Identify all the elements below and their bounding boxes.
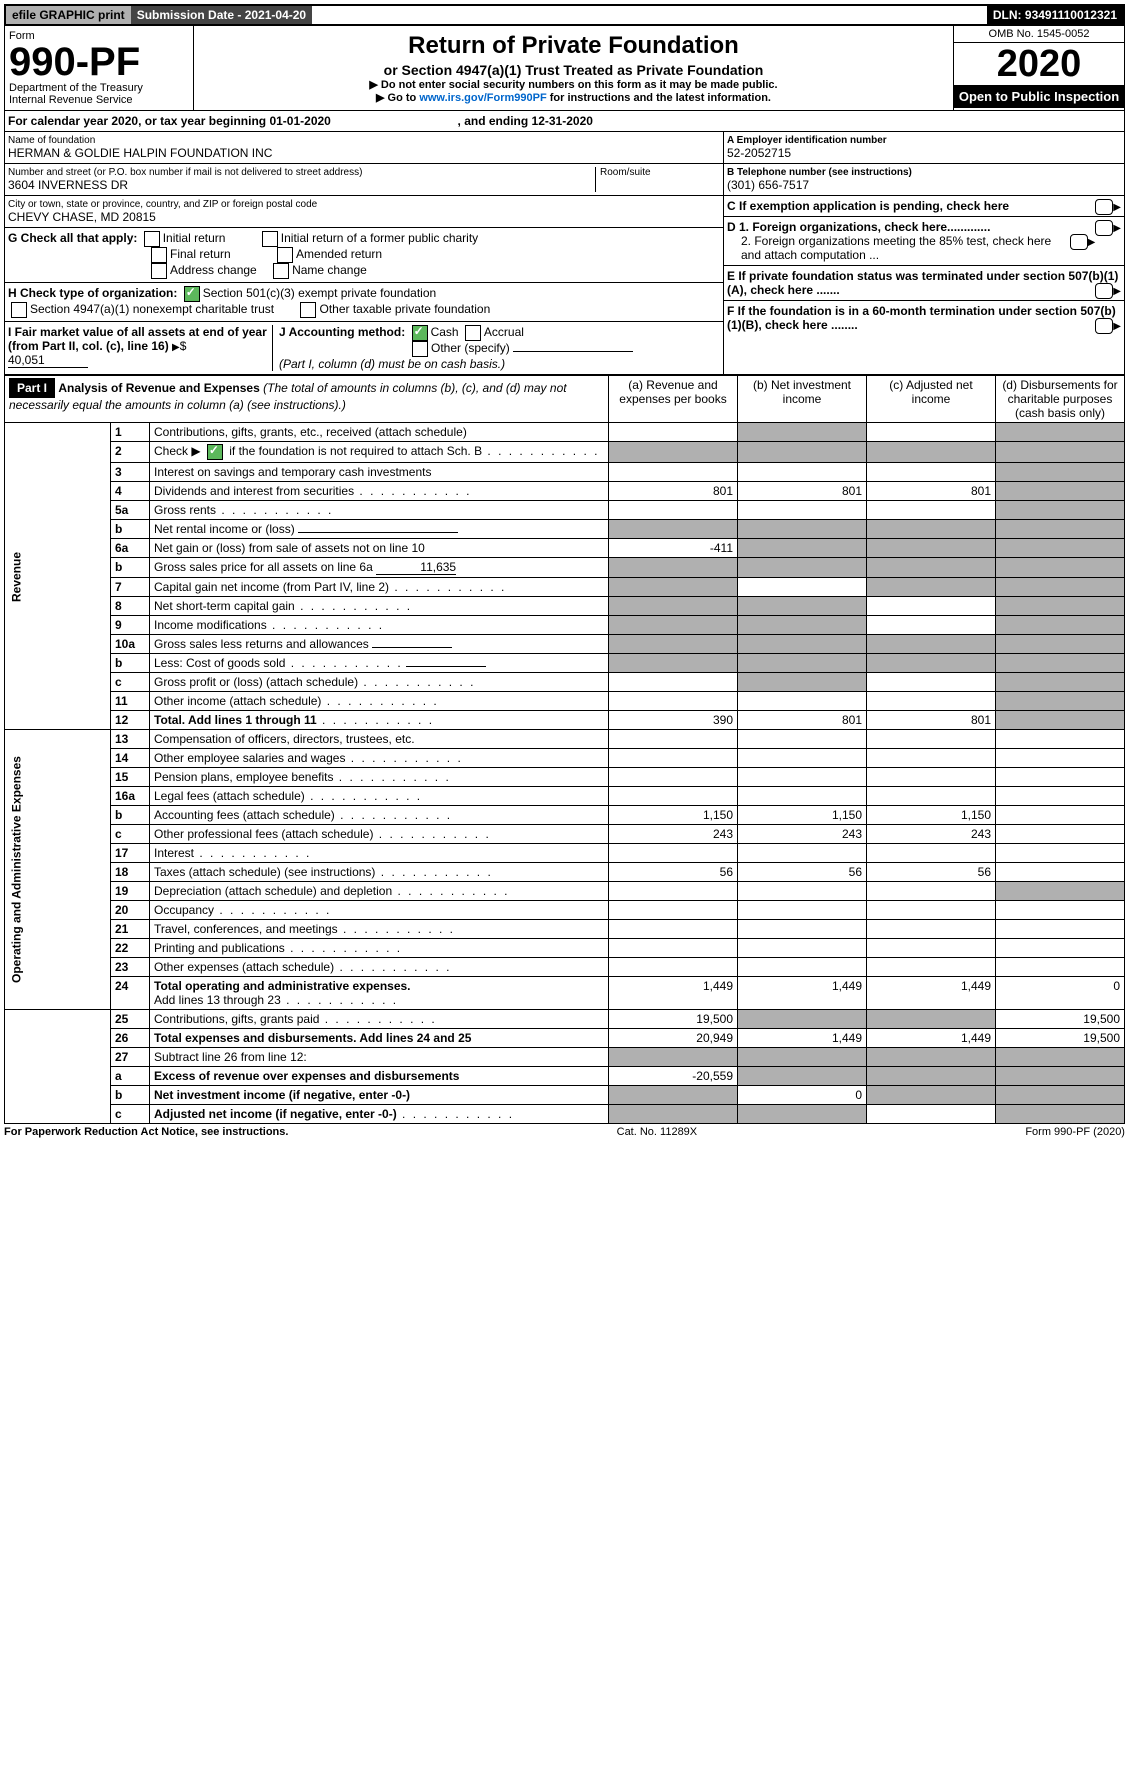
city-state-zip: CHEVY CHASE, MD 20815: [8, 210, 720, 224]
other-taxable-cb[interactable]: [300, 302, 316, 318]
section-g: G Check all that apply: Initial return I…: [5, 228, 723, 283]
foundation-name: HERMAN & GOLDIE HALPIN FOUNDATION INC: [8, 146, 720, 160]
initial-public-cb[interactable]: [262, 231, 278, 247]
calendar-year-row: For calendar year 2020, or tax year begi…: [4, 111, 1125, 132]
revenue-label: Revenue: [5, 423, 111, 730]
section-h: H Check type of organization: Section 50…: [5, 283, 723, 322]
name-change-cb[interactable]: [273, 263, 289, 279]
page-footer: For Paperwork Reduction Act Notice, see …: [4, 1124, 1125, 1140]
col-a-header: (a) Revenue and expenses per books: [609, 376, 738, 423]
501c3-cb[interactable]: [184, 286, 200, 302]
section-e: E If private foundation status was termi…: [724, 266, 1124, 301]
60month-cb[interactable]: [1095, 318, 1113, 334]
final-return-cb[interactable]: [151, 247, 167, 263]
foreign-cb[interactable]: [1095, 220, 1113, 236]
part1-label: Part I: [9, 378, 55, 398]
room-label: Room/suite: [600, 167, 720, 178]
section-c: C If exemption application is pending, c…: [724, 196, 1124, 217]
col-c-header: (c) Adjusted net income: [867, 376, 996, 423]
pra-notice: For Paperwork Reduction Act Notice, see …: [4, 1126, 288, 1138]
ein-label: A Employer identification number: [727, 135, 887, 146]
dept-treasury: Department of the Treasury: [9, 82, 189, 94]
fmv-value: 40,051: [8, 353, 88, 368]
tax-year: 2020: [954, 43, 1124, 85]
efile-label: efile GRAPHIC print: [6, 6, 131, 24]
entity-info: Name of foundation HERMAN & GOLDIE HALPI…: [4, 132, 1125, 375]
city-label: City or town, state or province, country…: [8, 199, 720, 210]
schb-cb[interactable]: [207, 444, 223, 460]
irs-link[interactable]: www.irs.gov/Form990PF: [419, 92, 546, 104]
tel-label: B Telephone number (see instructions): [727, 167, 912, 178]
street-address: 3604 INVERNESS DR: [8, 178, 595, 192]
top-bar: efile GRAPHIC print Submission Date - 20…: [4, 4, 1125, 26]
section-f: F If the foundation is in a 60-month ter…: [724, 301, 1124, 335]
section-d: D 1. Foreign organizations, check here..…: [724, 217, 1124, 266]
expenses-label: Operating and Administrative Expenses: [5, 730, 111, 1010]
foreign85-cb[interactable]: [1070, 234, 1088, 250]
ssn-note: ▶ Do not enter social security numbers o…: [198, 78, 949, 91]
submission-date: Submission Date - 2021-04-20: [131, 6, 312, 24]
tel-value: (301) 656-7517: [727, 178, 1121, 192]
form-ref: Form 990-PF (2020): [1025, 1126, 1125, 1138]
amended-cb[interactable]: [277, 247, 293, 263]
part1-table: Part I Analysis of Revenue and Expenses …: [4, 375, 1125, 1124]
4947-cb[interactable]: [11, 302, 27, 318]
inspection-label: Open to Public Inspection: [954, 85, 1124, 108]
exemption-cb[interactable]: [1095, 199, 1113, 215]
other-method-cb[interactable]: [412, 341, 428, 357]
section-j: J Accounting method: Cash Accrual Other …: [273, 325, 720, 371]
goto-note: ▶ Go to www.irs.gov/Form990PF for instru…: [198, 91, 949, 104]
dln: DLN: 93491110012321: [987, 6, 1123, 24]
cash-cb[interactable]: [412, 325, 428, 341]
col-d-header: (d) Disbursements for charitable purpose…: [996, 376, 1125, 423]
name-label: Name of foundation: [8, 135, 720, 146]
section-i: I Fair market value of all assets at end…: [8, 325, 273, 371]
form-subtitle: or Section 4947(a)(1) Trust Treated as P…: [198, 62, 949, 78]
form-number: 990-PF: [9, 42, 189, 82]
terminated-cb[interactable]: [1095, 283, 1113, 299]
irs-label: Internal Revenue Service: [9, 94, 189, 106]
form-header: Form 990-PF Department of the Treasury I…: [4, 26, 1125, 111]
addr-label: Number and street (or P.O. box number if…: [8, 167, 595, 178]
ein-value: 52-2052715: [727, 146, 1121, 160]
initial-return-cb[interactable]: [144, 231, 160, 247]
addr-change-cb[interactable]: [151, 263, 167, 279]
part1-title: Analysis of Revenue and Expenses: [58, 381, 259, 395]
form-title: Return of Private Foundation: [198, 32, 949, 60]
catalog-number: Cat. No. 11289X: [617, 1126, 698, 1138]
omb-number: OMB No. 1545-0052: [954, 26, 1124, 43]
accrual-cb[interactable]: [465, 325, 481, 341]
col-b-header: (b) Net investment income: [738, 376, 867, 423]
